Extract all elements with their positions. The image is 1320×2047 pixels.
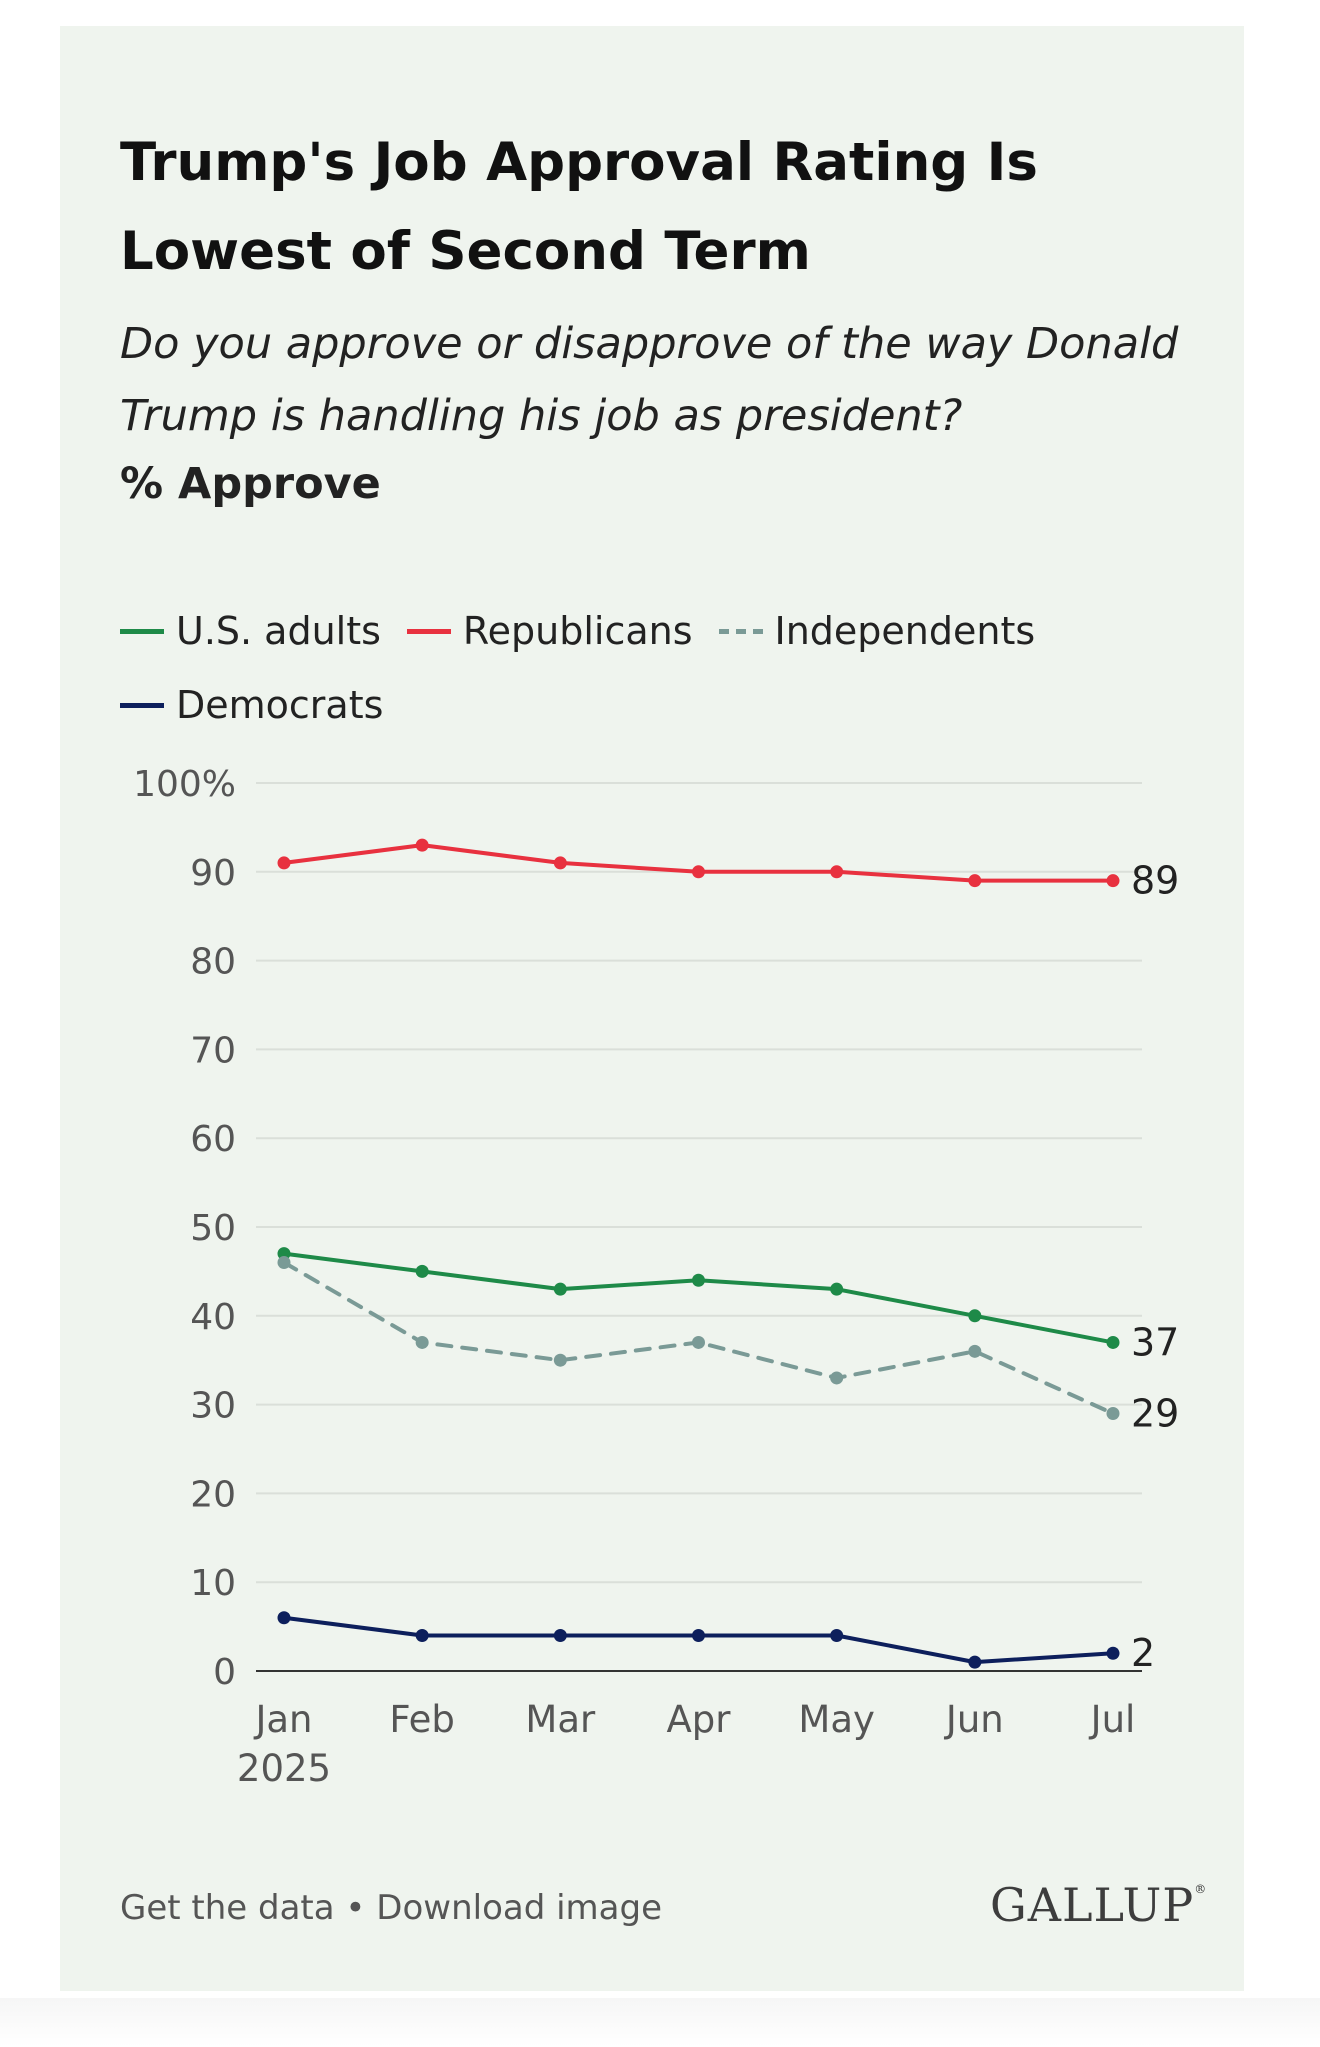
gallup-logo: GALLUP® <box>990 1878 1207 1932</box>
x-tick-sublabel: 2025 <box>237 1747 331 1790</box>
data-point-republicans <box>1106 874 1120 888</box>
data-point-independents <box>553 1353 567 1367</box>
data-point-democrats <box>830 1628 844 1642</box>
line-chart: 0 10 20 30 40 50 60 70 80 90 100% Jan 2025 Feb Mar Apr M… <box>133 764 1179 1790</box>
legend-swatch-us-adults <box>120 628 164 634</box>
measure-label: % Approve <box>120 459 381 509</box>
data-point-democrats <box>553 1628 567 1642</box>
y-tick-label: 90 <box>190 853 236 894</box>
data-point-republicans <box>692 865 705 879</box>
y-tick-label: 10 <box>190 1563 236 1604</box>
data-point-independents <box>692 1335 705 1349</box>
gallup-logo-text: GALLUP <box>990 1878 1195 1932</box>
data-point-independents <box>968 1344 982 1358</box>
download-image-link[interactable]: Download image <box>376 1888 662 1928</box>
data-point-democrats <box>968 1655 982 1669</box>
legend-label-independents: Independents <box>774 609 1036 653</box>
legend-item-republicans: Republicans <box>406 609 693 653</box>
y-tick-label: 80 <box>190 942 236 983</box>
end-label-u-s-adults: 37 <box>1131 1320 1179 1364</box>
bottom-edge <box>0 1998 1320 2047</box>
legend-item-independents: Independents <box>718 609 1036 653</box>
legend-label-us-adults: U.S. adults <box>176 609 381 653</box>
data-point-democrats <box>277 1611 291 1625</box>
data-point-u-s-adults <box>692 1273 705 1287</box>
x-tick-label: Jul <box>1089 1698 1136 1741</box>
data-point-republicans <box>968 874 982 888</box>
data-point-independents <box>277 1256 291 1270</box>
legend-label-democrats: Democrats <box>176 683 384 727</box>
data-point-republicans <box>553 856 567 870</box>
legend: U.S. adults Republicans Independents Dem… <box>120 594 1220 742</box>
data-point-u-s-adults <box>553 1282 567 1296</box>
x-tick-label: May <box>798 1698 875 1741</box>
legend-swatch-independents <box>718 628 763 634</box>
data-point-republicans <box>415 838 429 852</box>
data-point-independents <box>1106 1406 1120 1420</box>
legend-swatch-republicans <box>406 628 451 634</box>
series-line-u-s-adults <box>282 1251 1115 1345</box>
end-label-democrats: 2 <box>1131 1631 1155 1675</box>
data-point-independents <box>415 1335 429 1349</box>
legend-item-us-adults: U.S. adults <box>120 609 381 653</box>
data-point-democrats <box>692 1628 705 1642</box>
legend-swatch-democrats <box>120 702 164 708</box>
footer-links: Get the data • Download image <box>120 1888 662 1928</box>
y-tick-label: 70 <box>190 1030 236 1071</box>
chart-title: Trump's Job Approval Rating Is Lowest of… <box>120 132 1038 282</box>
y-tick-label: 40 <box>190 1297 236 1338</box>
registered-mark: ® <box>1194 1882 1208 1896</box>
data-point-republicans <box>277 856 291 870</box>
data-point-u-s-adults <box>415 1264 429 1278</box>
end-label-independents: 29 <box>1131 1391 1179 1435</box>
y-tick-label: 30 <box>190 1386 236 1427</box>
data-point-u-s-adults <box>1106 1335 1120 1349</box>
x-tick-label: Jun <box>944 1698 1004 1741</box>
x-tick-label: Feb <box>389 1698 455 1741</box>
legend-item-democrats: Democrats <box>120 683 383 727</box>
chart-card: Trump's Job Approval Rating Is Lowest of… <box>60 26 1244 1991</box>
data-point-independents <box>830 1371 844 1385</box>
x-tick-label: Jan <box>253 1698 312 1741</box>
data-point-democrats <box>1106 1646 1120 1660</box>
legend-label-republicans: Republicans <box>462 609 693 653</box>
data-point-u-s-adults <box>830 1282 844 1296</box>
y-tick-label: 20 <box>190 1474 236 1515</box>
end-label-republicans: 89 <box>1131 859 1179 903</box>
y-tick-label: 0 <box>213 1652 236 1693</box>
y-tick-label: 100% <box>133 764 236 805</box>
data-point-u-s-adults <box>277 1247 291 1261</box>
data-point-democrats <box>415 1628 429 1642</box>
y-tick-label: 50 <box>190 1208 236 1249</box>
y-tick-label: 60 <box>190 1119 236 1160</box>
data-point-republicans <box>830 865 844 879</box>
chart-subtitle: Do you approve or disapprove of the way … <box>120 319 1179 441</box>
get-data-link[interactable]: Get the data <box>120 1888 335 1928</box>
footer-separator: • <box>345 1888 366 1928</box>
x-tick-label: Mar <box>525 1698 596 1741</box>
data-point-u-s-adults <box>968 1309 982 1323</box>
x-tick-label: Apr <box>666 1698 731 1741</box>
